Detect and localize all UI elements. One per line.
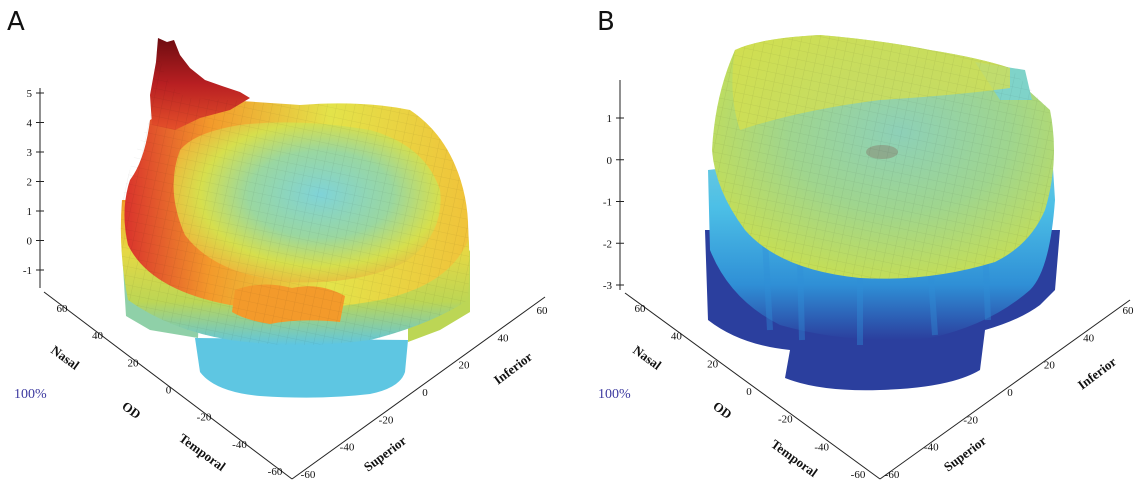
z-tick-label: 1 [27, 206, 33, 218]
x-tick-label: 60 [57, 303, 69, 315]
z-tick-label: -2 [603, 238, 612, 250]
z-tick: 0 [607, 155, 624, 167]
x-tick-label: 0 [166, 385, 172, 397]
z-tick: 3 [27, 147, 44, 159]
panel-a-inferior-label: Inferior [491, 349, 535, 388]
panel-a-temporal-label: Temporal [176, 430, 229, 474]
x-tick-label: 40 [671, 331, 683, 343]
panel-b-label: B [597, 7, 615, 37]
y-tick-label: -20 [963, 414, 978, 426]
x-tick-label: 0 [746, 386, 752, 398]
x-tick-label: -40 [232, 439, 247, 451]
panel-a: A 5 4 3 2 1 0 -1 60 40 20 0 -20 -40 -60 -60 -40 -20 0 20… [7, 7, 548, 481]
z-tick-label: 3 [27, 147, 33, 159]
y-tick-label: 40 [498, 332, 510, 344]
z-tick: 4 [27, 118, 44, 130]
panel-a-percent-label: 100% [14, 387, 47, 402]
panel-b-inferior-label: Inferior [1075, 354, 1119, 393]
y-tick-label: 60 [537, 305, 549, 317]
y-tick-label: -60 [885, 469, 900, 481]
panel-a-label: A [7, 7, 25, 37]
x-tick-label: -40 [814, 441, 829, 453]
panel-a-base-axes: 60 40 20 0 -20 -40 -60 -60 -40 -20 0 20 40 60 [43, 291, 549, 481]
panel-b-superior-label: Superior [941, 433, 989, 475]
z-tick: -3 [603, 280, 624, 292]
y-tick-label: -20 [379, 414, 394, 426]
z-tick-label: -1 [603, 197, 612, 209]
z-tick: -1 [603, 197, 624, 209]
panel-b-percent-label: 100% [598, 387, 631, 402]
z-tick-label: 5 [27, 88, 33, 100]
z-tick: 5 [27, 88, 44, 100]
panel-a-nasal-label: Nasal [48, 342, 82, 373]
y-tick-label: 20 [459, 360, 471, 372]
x-tick-label: 60 [635, 303, 647, 315]
z-tick: -2 [603, 238, 624, 250]
surface-skirt [195, 338, 408, 398]
x-tick-label: -20 [778, 414, 793, 426]
y-tick-label: -40 [924, 442, 939, 454]
x-tick-label: -60 [268, 466, 283, 478]
z-tick: 1 [27, 206, 44, 218]
panel-b-base-axes: 60 40 20 0 -20 -40 -60 -60 -40 -20 0 20 40 60 [624, 292, 1135, 481]
panel-b-nasal-label: Nasal [630, 342, 664, 373]
z-tick-label: 1 [607, 113, 613, 125]
panel-b-od-label: OD [710, 398, 735, 422]
panel-b: B 1 0 -1 -2 -3 60 40 20 0 -20 -40 -60 -60 -40 -20 0 20… [597, 7, 1134, 481]
y-tick-label: -60 [301, 469, 316, 481]
y-tick-label: 60 [1123, 305, 1135, 317]
z-tick-label: 0 [27, 236, 33, 248]
panel-a-superior-label: Superior [361, 433, 409, 475]
panel-a-surface [120, 38, 470, 398]
x-tick-label: 20 [128, 357, 140, 369]
x-tick-label: -60 [851, 469, 866, 481]
z-tick-label: 0 [607, 155, 613, 167]
x-tick-label: -20 [197, 412, 212, 424]
panel-a-od-label: OD [119, 398, 144, 422]
z-tick-label: -1 [23, 265, 32, 277]
z-tick: -1 [23, 265, 44, 277]
panel-b-temporal-label: Temporal [768, 436, 821, 480]
y-tick-label: 0 [1007, 387, 1013, 399]
z-tick: 2 [27, 177, 44, 189]
y-tick-label: 40 [1083, 332, 1095, 344]
x-tick-label: 40 [92, 330, 104, 342]
y-tick-label: 20 [1044, 360, 1056, 372]
y-tick-label: 0 [422, 387, 428, 399]
x-tick-label: 20 [707, 358, 719, 370]
z-tick: 1 [607, 113, 624, 125]
panel-b-z-axis: 1 0 -1 -2 -3 [603, 80, 624, 292]
panel-a-z-axis: 5 4 3 2 1 0 -1 [23, 88, 44, 288]
z-tick-label: 4 [27, 118, 33, 130]
z-tick-label: 2 [27, 177, 33, 189]
panel-b-surface [705, 35, 1060, 391]
z-tick: 0 [27, 236, 44, 248]
y-tick-label: -40 [340, 442, 355, 454]
z-tick-label: -3 [603, 280, 613, 292]
